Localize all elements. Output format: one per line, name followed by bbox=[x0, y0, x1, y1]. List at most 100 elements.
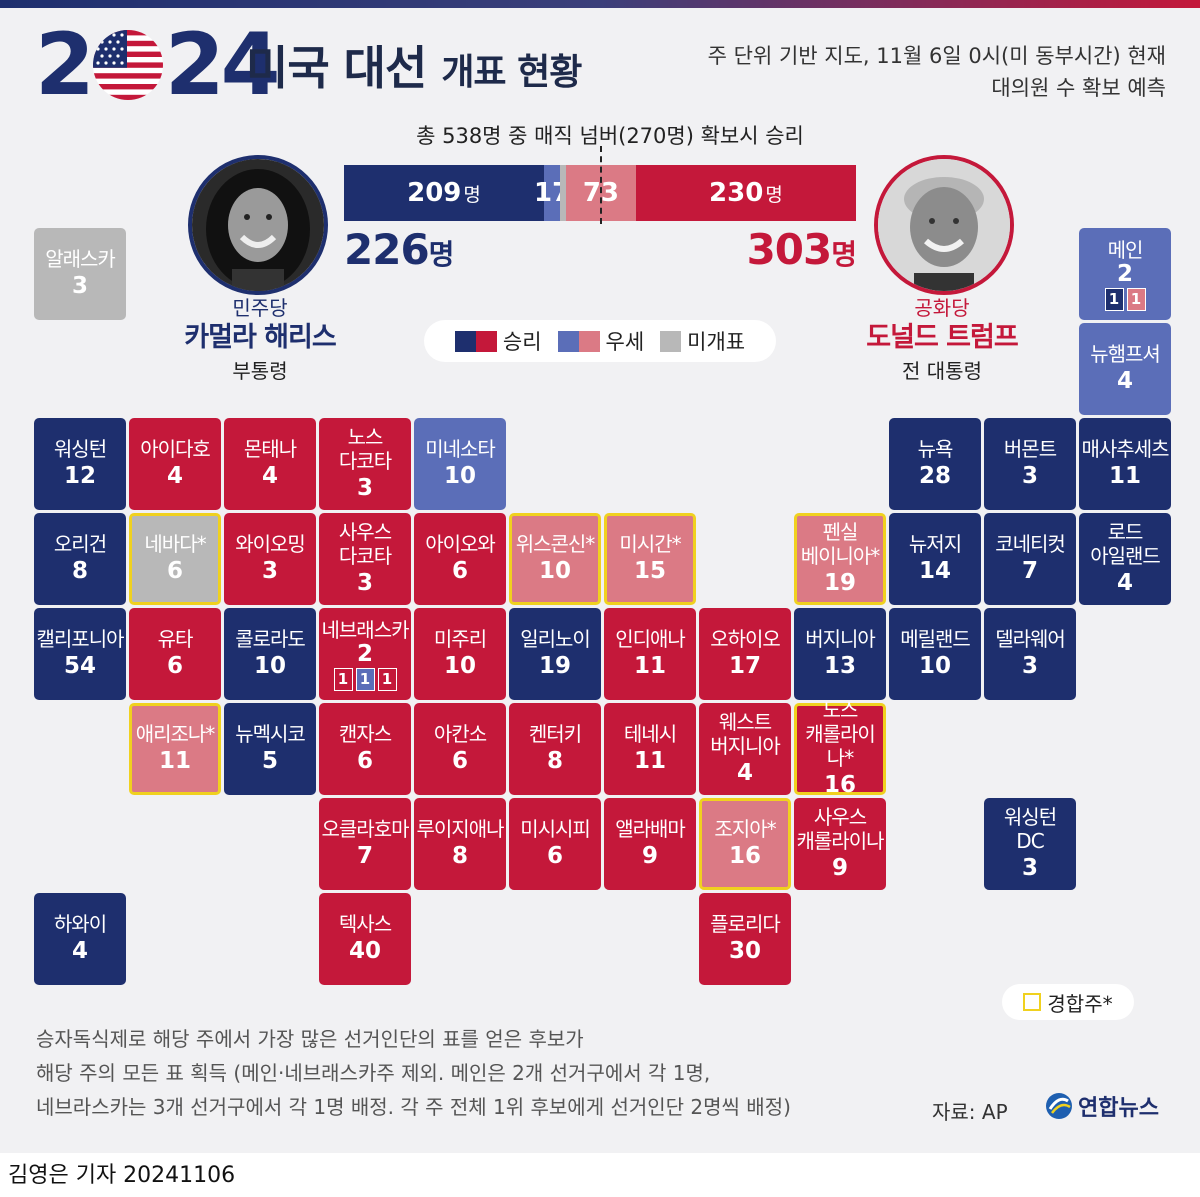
state-electoral-votes: 11 bbox=[633, 748, 666, 774]
state-electoral-votes: 54 bbox=[63, 653, 96, 679]
bar-segment-1: 17 bbox=[534, 165, 570, 221]
state-electoral-votes: 14 bbox=[918, 558, 951, 584]
state-electoral-votes: 4 bbox=[71, 938, 88, 964]
state-tile: 버지니아 13 bbox=[794, 608, 886, 700]
state-electoral-votes: 6 bbox=[166, 558, 183, 584]
harris-name: 카멀라 해리스 bbox=[184, 322, 336, 353]
state-name: 네브래스카 bbox=[321, 617, 410, 642]
state-electoral-votes: 10 bbox=[538, 558, 571, 584]
state-name: 미네소타 bbox=[425, 437, 496, 461]
footnote-line-2: 해당 주의 모든 표 획득 (메인·네브래스카주 제외. 메인은 2개 선거구에… bbox=[36, 1061, 711, 1085]
legend-uncounted: 미개표 bbox=[660, 326, 745, 356]
state-tile: 루이지애나 8 bbox=[414, 798, 506, 890]
state-tile: 코네티컷 7 bbox=[984, 513, 1076, 605]
state-electoral-votes: 6 bbox=[451, 748, 468, 774]
legend-uncounted-label: 미개표 bbox=[687, 330, 746, 354]
state-name: 오하이오 bbox=[710, 627, 781, 651]
bar-segment-0: 209 명 bbox=[344, 165, 544, 221]
state-tile: 유타 6 bbox=[129, 608, 221, 700]
state-electoral-votes: 16 bbox=[728, 843, 761, 869]
state-name: 캔자스 bbox=[338, 722, 392, 746]
us-flag-icon bbox=[92, 30, 163, 100]
state-tile: 캔자스 6 bbox=[319, 703, 411, 795]
state-tile: 워싱턴 12 bbox=[34, 418, 126, 510]
state-name: 와이오밍 bbox=[235, 532, 306, 556]
state-name: 아이오와 bbox=[425, 532, 496, 556]
trump-party: 공화당 bbox=[914, 296, 970, 320]
reporter-credit: 김영은 기자 20241106 bbox=[8, 1163, 236, 1188]
state-electoral-votes: 3 bbox=[356, 475, 373, 501]
state-electoral-votes: 8 bbox=[71, 558, 88, 584]
legend-win-label: 승리 bbox=[502, 330, 542, 354]
state-electoral-votes: 40 bbox=[348, 938, 381, 964]
state-name: 일리노이 bbox=[520, 627, 591, 651]
bar-segment-unit-0: 명 bbox=[463, 183, 481, 206]
state-name: 아이다호 bbox=[140, 437, 211, 461]
source-text: 자료: AP bbox=[932, 1100, 1008, 1124]
state-electoral-votes: 11 bbox=[633, 653, 666, 679]
magic-number-line bbox=[600, 146, 602, 224]
state-electoral-votes: 6 bbox=[166, 653, 183, 679]
state-name: 네바다* bbox=[144, 532, 206, 556]
state-name: 켄터키 bbox=[528, 722, 582, 746]
state-tile: 네바다* 6 bbox=[129, 513, 221, 605]
state-name: 조지아* bbox=[714, 817, 776, 841]
state-tile: 캘리포니아 54 bbox=[34, 608, 126, 700]
state-tile: 애리조나* 11 bbox=[129, 703, 221, 795]
bar-segment-4: 230 명 bbox=[635, 165, 856, 221]
swing-legend: 경합주* bbox=[1002, 984, 1134, 1020]
district-box: 1 bbox=[355, 667, 375, 691]
year-digits-24-text: 24 bbox=[164, 15, 281, 115]
footnote-line-1: 승자독식제로 해당 주에서 가장 많은 선거인단의 표를 얻은 후보가 bbox=[36, 1027, 584, 1051]
district-box: 1 bbox=[1104, 287, 1124, 311]
state-electoral-votes: 5 bbox=[261, 748, 278, 774]
state-electoral-votes: 10 bbox=[443, 463, 476, 489]
state-electoral-votes: 12 bbox=[63, 463, 96, 489]
state-electoral-votes: 10 bbox=[443, 653, 476, 679]
subtitle: 주 단위 기반 지도, 11월 6일 0시(미 동부시간) 현재 대의원 수 확… bbox=[708, 40, 1166, 104]
legend: 승리 우세 미개표 bbox=[424, 320, 776, 362]
state-name: 오클라호마 bbox=[321, 817, 410, 841]
state-name: 버몬트 bbox=[1003, 437, 1057, 461]
state-electoral-votes: 19 bbox=[538, 653, 571, 679]
state-tile: 와이오밍 3 bbox=[224, 513, 316, 605]
state-name: 앨라배마 bbox=[615, 817, 686, 841]
yonhap-globe-icon bbox=[1046, 1093, 1072, 1119]
legend-lean-swatch bbox=[557, 330, 600, 352]
state-electoral-votes: 8 bbox=[451, 843, 468, 869]
harris-title: 부통령 bbox=[232, 359, 288, 383]
state-electoral-votes: 3 bbox=[356, 570, 373, 596]
legend-lean: 우세 bbox=[557, 326, 644, 356]
trump-total-unit: 명 bbox=[831, 238, 857, 271]
trump-portrait bbox=[874, 155, 1014, 295]
state-tile: 네브래스카 2 1 1 1 bbox=[319, 608, 411, 700]
state-name: 미시간* bbox=[619, 532, 681, 556]
state-tile: 미시시피 6 bbox=[509, 798, 601, 890]
state-tile: 앨라배마 9 bbox=[604, 798, 696, 890]
state-name: 애리조나* bbox=[135, 722, 216, 746]
state-tile: 노스 다코타 3 bbox=[319, 418, 411, 510]
state-name: 워싱턴 DC bbox=[1003, 805, 1057, 853]
state-electoral-votes: 16 bbox=[823, 772, 856, 798]
top-color-strip bbox=[0, 0, 1200, 8]
swing-legend-swatch bbox=[1023, 993, 1042, 1011]
state-electoral-votes: 3 bbox=[1021, 653, 1038, 679]
state-tile: 버몬트 3 bbox=[984, 418, 1076, 510]
state-tile: 뉴욕 28 bbox=[889, 418, 981, 510]
state-electoral-votes: 13 bbox=[823, 653, 856, 679]
page-title-main: 미국 대선 bbox=[246, 41, 427, 95]
state-name: 아칸소 bbox=[433, 722, 487, 746]
state-tile: 펜실 베이니아* 19 bbox=[794, 513, 886, 605]
subtitle-line-2: 대의원 수 확보 예측 bbox=[991, 76, 1166, 100]
trump-title: 전 대통령 bbox=[902, 359, 982, 383]
page-title: 미국 대선 개표 현황 bbox=[246, 32, 582, 98]
bar-segment-unit-4: 명 bbox=[765, 183, 783, 206]
legend-uncounted-swatch bbox=[660, 330, 682, 352]
harris-total-unit: 명 bbox=[428, 238, 455, 271]
state-tile: 미시간* 15 bbox=[604, 513, 696, 605]
bottom-strip bbox=[0, 1153, 1200, 1197]
harris-total-value: 226 bbox=[344, 225, 430, 274]
state-tile: 오클라호마 7 bbox=[319, 798, 411, 890]
state-electoral-votes: 3 bbox=[71, 273, 88, 299]
